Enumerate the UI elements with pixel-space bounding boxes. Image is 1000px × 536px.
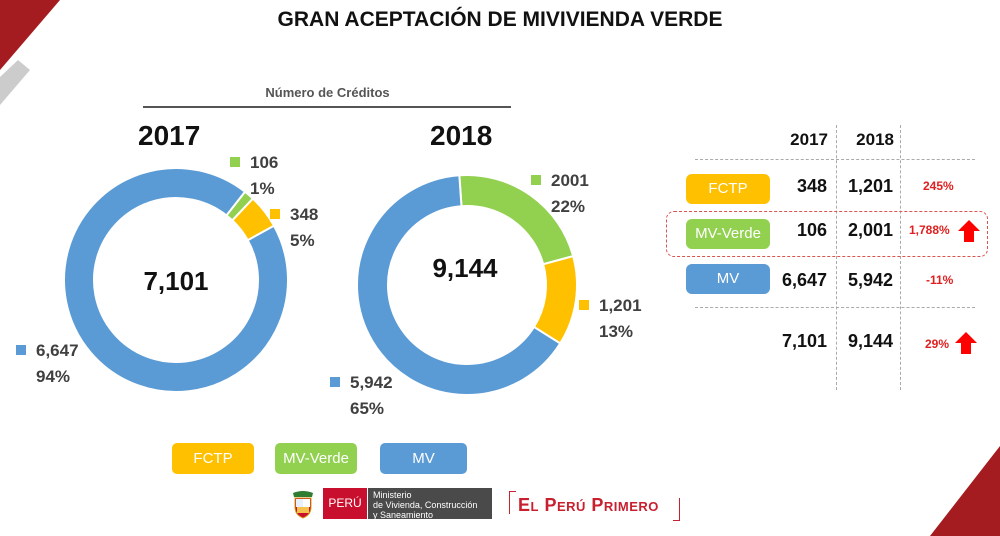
legend-swatch-fctp xyxy=(270,209,280,219)
cell-mv-2017: 6,647 xyxy=(781,270,827,290)
donut-slice-mv xyxy=(356,174,562,396)
subtitle-divider xyxy=(143,106,511,108)
corner-decoration-bottom-right xyxy=(930,446,1000,536)
donut-2017-label-mv-verde: 106 1% xyxy=(230,150,278,202)
slogan-logo: El Perú Primero xyxy=(518,495,659,515)
donut-2018-label-fctp: 1,201 13% xyxy=(579,293,642,345)
donut-2018-label-mv-verde: 2001 22% xyxy=(531,168,589,220)
donut-chart-2017: 7,101 xyxy=(63,167,289,393)
cell-mv-verde-2018: 2,001 xyxy=(847,220,893,240)
legend-swatch-mv xyxy=(16,345,26,355)
row-label-mv-verde: MV-Verde xyxy=(686,219,770,249)
page-title: GRAN ACEPTACIÓN DE MIVIVIENDA VERDE xyxy=(277,8,723,31)
ministry-line: de Vivienda, Construcción xyxy=(373,500,478,510)
donut-slice-mv xyxy=(63,167,289,393)
donut-2017-total: 7,101 xyxy=(143,266,208,296)
donut-2018-label-mv: 5,942 65% xyxy=(330,370,393,422)
cell-mv-change: -11% xyxy=(926,273,954,287)
legend-swatch-mv-verde xyxy=(230,157,240,167)
table-divider-horizontal xyxy=(695,159,975,160)
ministry-line: y Saneamiento xyxy=(373,510,434,520)
slogan-bracket xyxy=(509,491,516,514)
arrow-up-icon xyxy=(955,332,977,354)
ministry-logo: Ministerio de Vivienda, Construcción y S… xyxy=(368,488,492,520)
cell-mv-2018: 5,942 xyxy=(847,270,893,290)
legend-item-fctp: FCTP xyxy=(172,443,254,474)
cell-fctp-change: 245% xyxy=(923,179,954,193)
legend-swatch-mv-verde xyxy=(531,175,541,185)
table-divider-horizontal xyxy=(695,307,975,308)
arrow-up-icon xyxy=(958,220,980,242)
coat-of-arms-icon xyxy=(293,491,313,519)
cell-mv-verde-2017: 106 xyxy=(796,220,827,240)
cell-mv-verde-change: 1,788% xyxy=(909,223,950,237)
table-divider-vertical xyxy=(836,125,837,390)
legend-item-mv: MV xyxy=(380,443,467,474)
cell-total-2017: 7,101 xyxy=(781,331,827,351)
slogan-bracket xyxy=(673,498,680,521)
table-divider-vertical xyxy=(900,125,901,390)
cell-total-2018: 9,144 xyxy=(847,331,893,351)
corner-decoration-top-left xyxy=(0,0,60,105)
peru-logo-label: PERÚ xyxy=(323,488,367,519)
donut-chart-2018: 9,144 xyxy=(356,174,578,396)
chart-subtitle: Número de Créditos xyxy=(265,85,390,100)
donut-2018-title: 2018 xyxy=(430,120,493,151)
table-header-2017: 2017 xyxy=(790,130,828,149)
cell-total-change: 29% xyxy=(925,337,950,351)
ministry-line: Ministerio xyxy=(373,490,412,500)
donut-2017-label-fctp: 348 5% xyxy=(270,202,318,254)
highlight-box-mv-verde xyxy=(666,211,988,257)
cell-fctp-2017: 348 xyxy=(796,176,827,196)
legend-swatch-mv xyxy=(330,377,340,387)
row-label-mv: MV xyxy=(686,264,770,294)
donut-2017-label-mv: 6,647 94% xyxy=(16,338,79,390)
legend-item-mv-verde: MV-Verde xyxy=(275,443,357,474)
donut-2018-total: 9,144 xyxy=(432,253,498,283)
legend-swatch-fctp xyxy=(579,300,589,310)
row-label-fctp: FCTP xyxy=(686,174,770,204)
cell-fctp-2018: 1,201 xyxy=(847,176,893,196)
donut-2017-title: 2017 xyxy=(138,120,201,151)
table-header-2018: 2018 xyxy=(856,130,894,149)
